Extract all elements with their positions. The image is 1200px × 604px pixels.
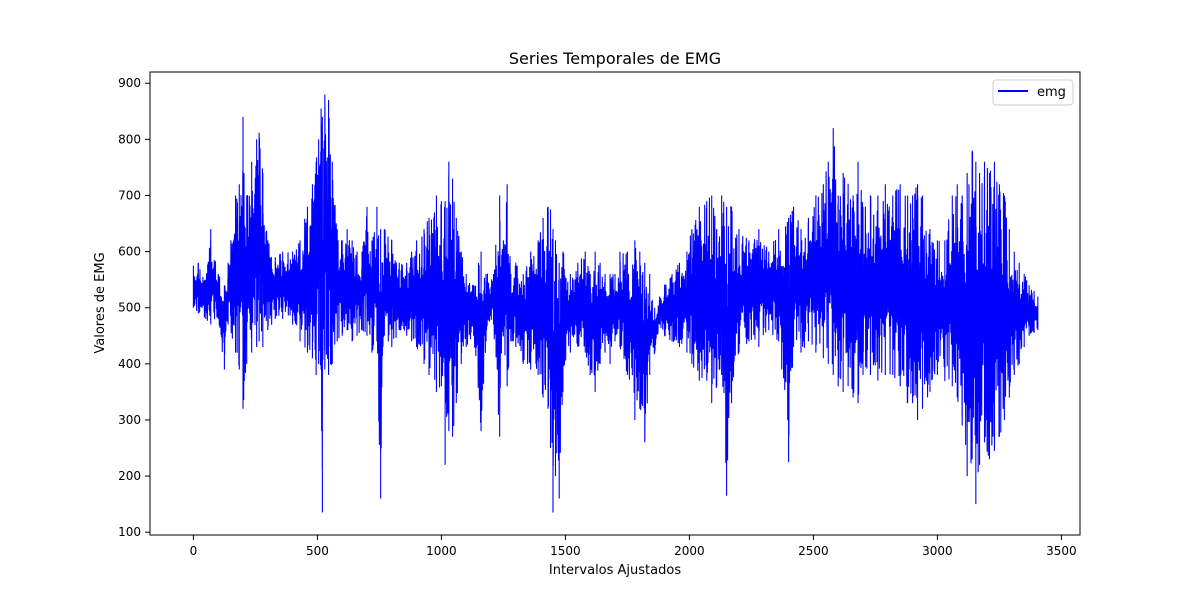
x-tick-label: 1000 <box>426 544 457 558</box>
plot-area <box>149 71 1081 536</box>
y-tick-label: 800 <box>118 132 141 146</box>
x-axis-ticks: 0 500 1000 1500 2000 2500 3000 3500 <box>190 535 1077 558</box>
y-tick-label: 200 <box>118 469 141 483</box>
y-tick-label: 400 <box>118 357 141 371</box>
y-tick-label: 900 <box>118 76 141 90</box>
x-tick-label: 2500 <box>798 544 829 558</box>
axes-frame <box>149 71 1081 536</box>
legend-box <box>992 79 1074 106</box>
y-tick-label: 100 <box>118 525 141 539</box>
series-layer <box>192 94 1039 513</box>
series-line-emg <box>192 94 1039 513</box>
y-tick-label: 600 <box>118 245 141 259</box>
y-tick-label: 300 <box>118 413 141 427</box>
y-axis-label: Valores de EMG <box>93 252 108 353</box>
x-tick-label: 500 <box>306 544 329 558</box>
legend: emg <box>992 79 1074 106</box>
x-tick-label: 1500 <box>550 544 581 558</box>
chart-title: Series Temporales de EMG <box>509 49 721 68</box>
y-tick-label: 500 <box>118 301 141 315</box>
x-tick-label: 3500 <box>1046 544 1077 558</box>
x-axis-label: Intervalos Ajustados <box>549 563 681 578</box>
y-axis-ticks: 100 200 300 400 500 600 700 800 900 <box>118 76 150 539</box>
legend-label-emg: emg <box>1037 85 1066 100</box>
y-tick-label: 700 <box>118 188 141 202</box>
x-tick-label: 0 <box>190 544 198 558</box>
x-tick-label: 2000 <box>674 544 705 558</box>
x-tick-label: 3000 <box>922 544 953 558</box>
